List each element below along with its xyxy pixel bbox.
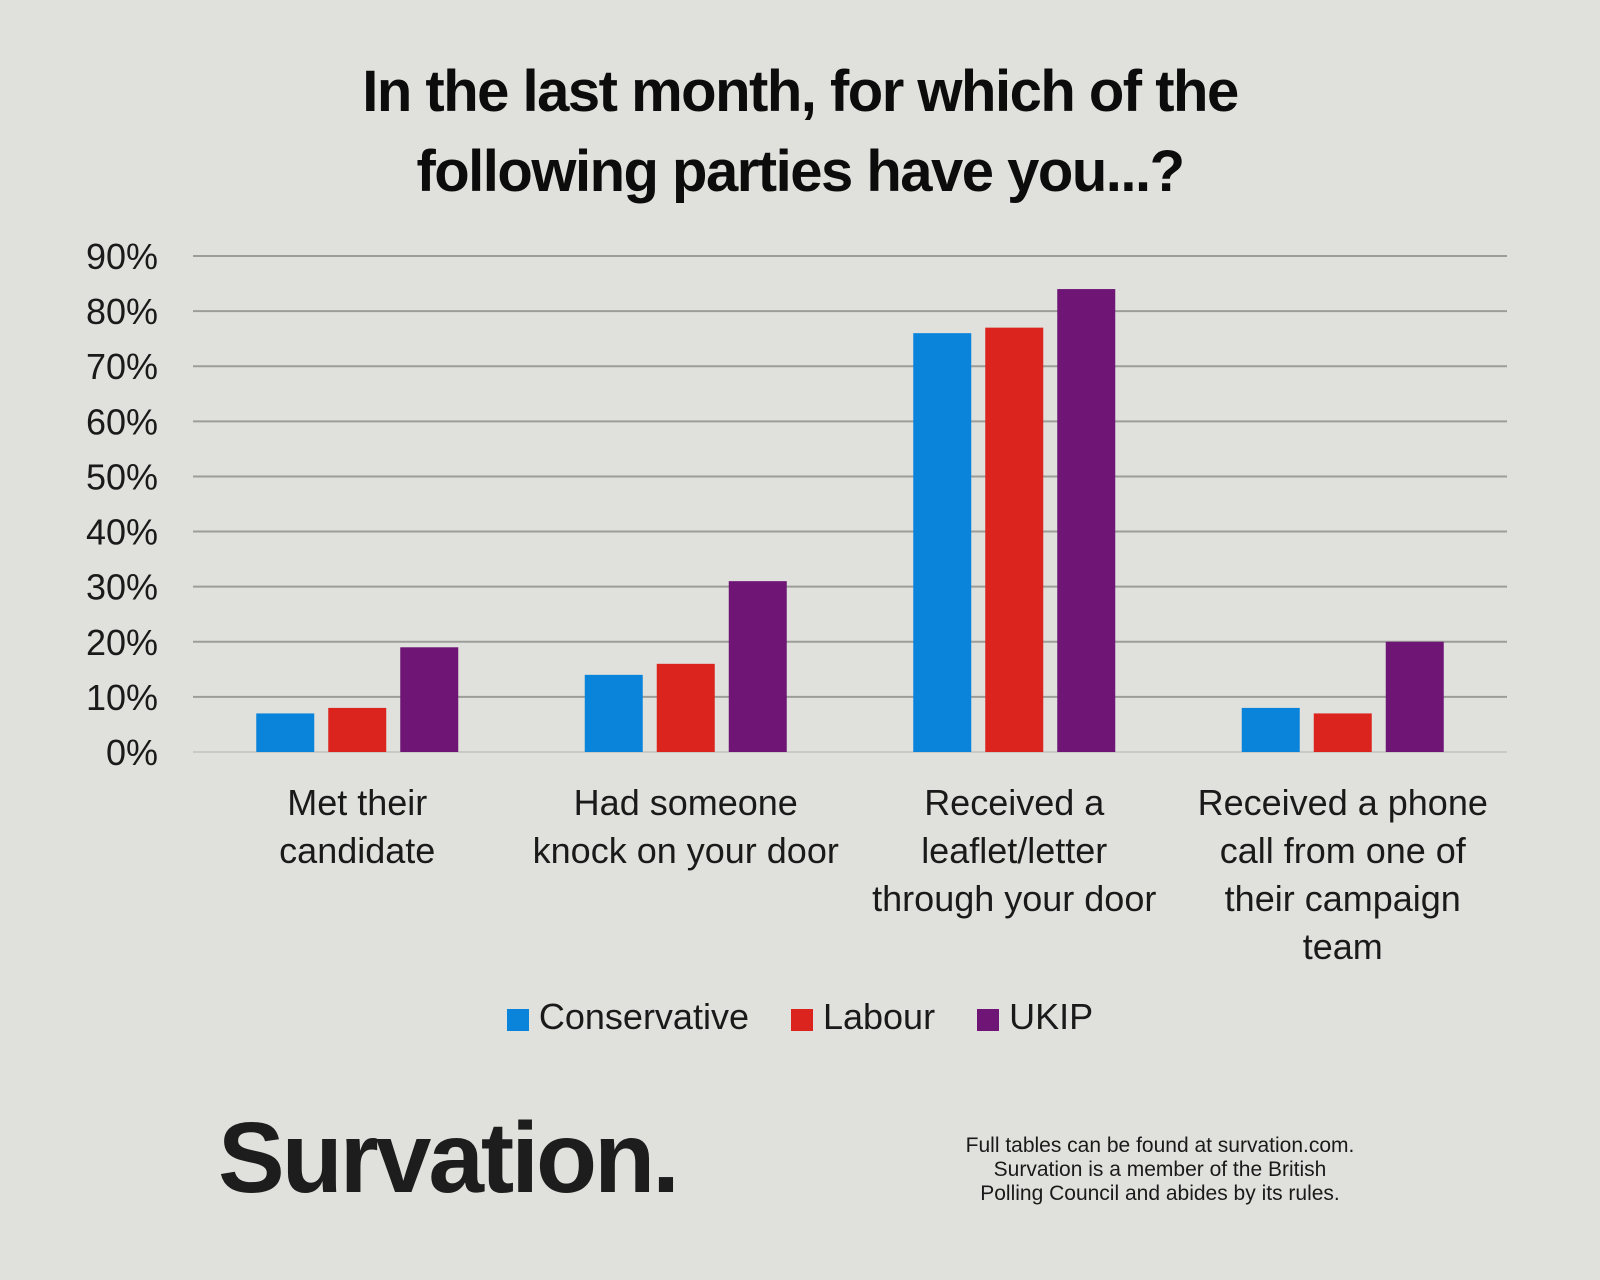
- y-tick-label: 60%: [86, 401, 158, 442]
- legend-item-labour: Labour: [790, 996, 936, 1038]
- bar-ukip: [1385, 641, 1444, 752]
- survation-logo: Survation.: [218, 1102, 680, 1214]
- bar-labour: [1313, 713, 1372, 752]
- y-tick-label: 90%: [86, 236, 158, 277]
- footnote-line-3: Polling Council and abides by its rules.: [980, 1182, 1340, 1205]
- chart-title-line-2: following parties have you...?: [416, 139, 1185, 204]
- y-tick-label: 70%: [86, 346, 158, 387]
- x-category-label: candidate: [279, 830, 435, 871]
- bar-chart: 0% 10% 20% 30% 40% 50% 60% 70% 80% 90% Met their ca…: [86, 236, 1507, 967]
- chart-title: In the last month, for which of the foll…: [0, 52, 1600, 212]
- footnote-line-2: Survation is a member of the British: [993, 1158, 1327, 1181]
- footnote: Full tables can be found at survation.co…: [900, 1134, 1420, 1206]
- x-category-label: Met their: [287, 782, 427, 823]
- y-tick-label: 80%: [86, 291, 158, 332]
- x-category-label: knock on your door: [533, 830, 839, 871]
- x-category-label: team: [1303, 926, 1383, 967]
- chart-title-line-1: In the last month, for which of the: [362, 59, 1239, 124]
- legend-swatch-labour: [790, 1009, 813, 1031]
- legend-swatch-conservative: [506, 1009, 529, 1031]
- bar-ukip: [728, 581, 787, 752]
- legend-item-conservative: Conservative: [506, 996, 749, 1038]
- y-tick-label: 30%: [86, 567, 158, 608]
- x-category-label: through your door: [872, 878, 1156, 919]
- x-category-label: Had someone: [574, 782, 798, 823]
- x-category-label: call from one of: [1220, 830, 1467, 871]
- bar-conservative: [256, 713, 315, 752]
- bar-ukip: [1057, 289, 1116, 752]
- bar-ukip: [400, 647, 459, 752]
- legend-label-labour: Labour: [822, 996, 936, 1037]
- x-category-label: leaflet/letter: [921, 830, 1107, 871]
- footnote-line-1: Full tables can be found at survation.co…: [965, 1134, 1355, 1157]
- y-tick-label: 20%: [86, 622, 158, 663]
- legend-swatch-ukip: [977, 1009, 1000, 1031]
- bar-labour: [328, 707, 387, 752]
- legend-label-ukip: UKIP: [1009, 996, 1094, 1037]
- legend-label-conservative: Conservative: [538, 996, 749, 1037]
- bar-labour: [985, 327, 1044, 752]
- legend-item-ukip: UKIP: [977, 996, 1093, 1038]
- bar-conservative: [584, 674, 643, 752]
- x-category-label: their campaign: [1225, 878, 1461, 919]
- y-tick-label: 40%: [86, 512, 158, 553]
- y-tick-label: 50%: [86, 456, 158, 497]
- y-tick-label: 0%: [106, 732, 158, 773]
- y-tick-label: 10%: [86, 677, 158, 718]
- bar-labour: [656, 663, 715, 752]
- x-category-label: Received a: [924, 782, 1105, 823]
- x-category-label: Received a phone: [1198, 782, 1488, 823]
- bar-conservative: [1241, 707, 1300, 752]
- bar-conservative: [913, 333, 972, 752]
- legend: Conservative Labour UKIP: [0, 996, 1600, 1038]
